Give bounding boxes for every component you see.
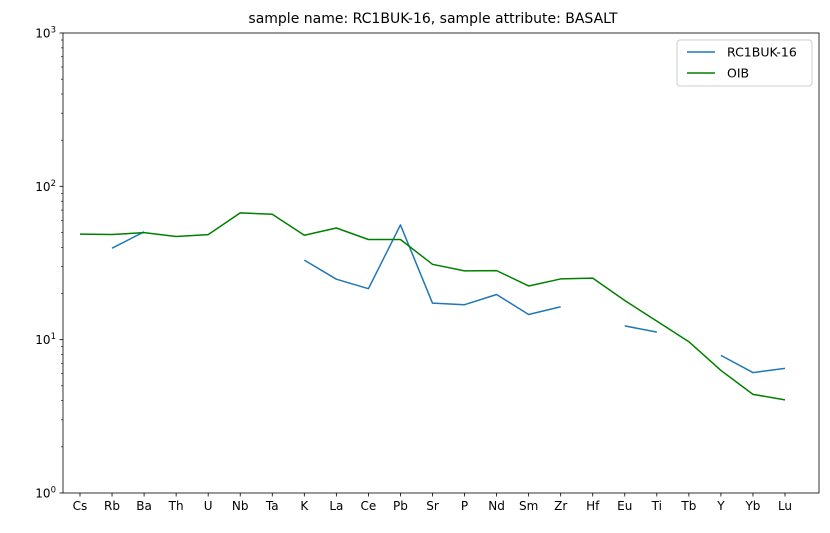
y-tick-label: 101 — [35, 332, 56, 347]
y-tick-label: 102 — [35, 179, 56, 194]
series-line — [79, 212, 786, 401]
plot-area — [63, 33, 819, 493]
x-tick-label: Cs — [73, 499, 88, 513]
y-tick-label: 103 — [35, 26, 56, 41]
series-line — [624, 325, 657, 333]
legend-label: RC1BUK-16 — [727, 45, 797, 60]
x-tick-label: Pb — [393, 499, 408, 513]
axes-layer: Cs Rb Ba Th U Nb Ta K La Ce Pb Sr P Nd Sm Zr Hf Eu Ti Tb Y Yb… — [35, 26, 820, 513]
y-tick-label: 100 — [35, 486, 56, 501]
series-1 — [111, 224, 786, 374]
x-tick-label: P — [461, 499, 468, 513]
x-tick-label: Th — [168, 499, 184, 513]
legend-label: OIB — [727, 66, 749, 81]
x-tick-label: Zr — [554, 499, 567, 513]
x-tick-label: Yb — [744, 499, 760, 513]
x-tick-label: Sr — [426, 499, 439, 513]
axes-frame — [62, 32, 820, 494]
x-tick-label: K — [300, 499, 309, 513]
x-tick-label: Lu — [778, 499, 792, 513]
x-tick-label: La — [329, 499, 343, 513]
x-tick-label: Ce — [361, 499, 377, 513]
series-line — [720, 354, 786, 374]
legend: RC1BUK-16 OIB — [676, 39, 813, 87]
x-tick-label: Tb — [680, 499, 696, 513]
x-tick-label: U — [204, 499, 213, 513]
series-2 — [79, 212, 786, 401]
x-tick-label: Nb — [232, 499, 249, 513]
x-tick-label: Ta — [265, 499, 279, 513]
series-layer — [79, 212, 786, 401]
x-tick-label: Y — [716, 499, 725, 513]
x-tick-label: Eu — [617, 499, 632, 513]
x-tick-label: Ti — [651, 499, 662, 513]
chart-title: sample name: RC1BUK-16, sample attribute… — [248, 11, 618, 27]
x-tick-label: Sm — [519, 499, 538, 513]
series-line — [111, 231, 145, 249]
x-tick-label: Ba — [136, 499, 152, 513]
x-tick-label: Nd — [488, 499, 505, 513]
series-line — [303, 224, 561, 316]
plot-background — [63, 33, 819, 493]
x-tick-label: Rb — [104, 499, 120, 513]
x-tick-label: Hf — [586, 499, 600, 513]
